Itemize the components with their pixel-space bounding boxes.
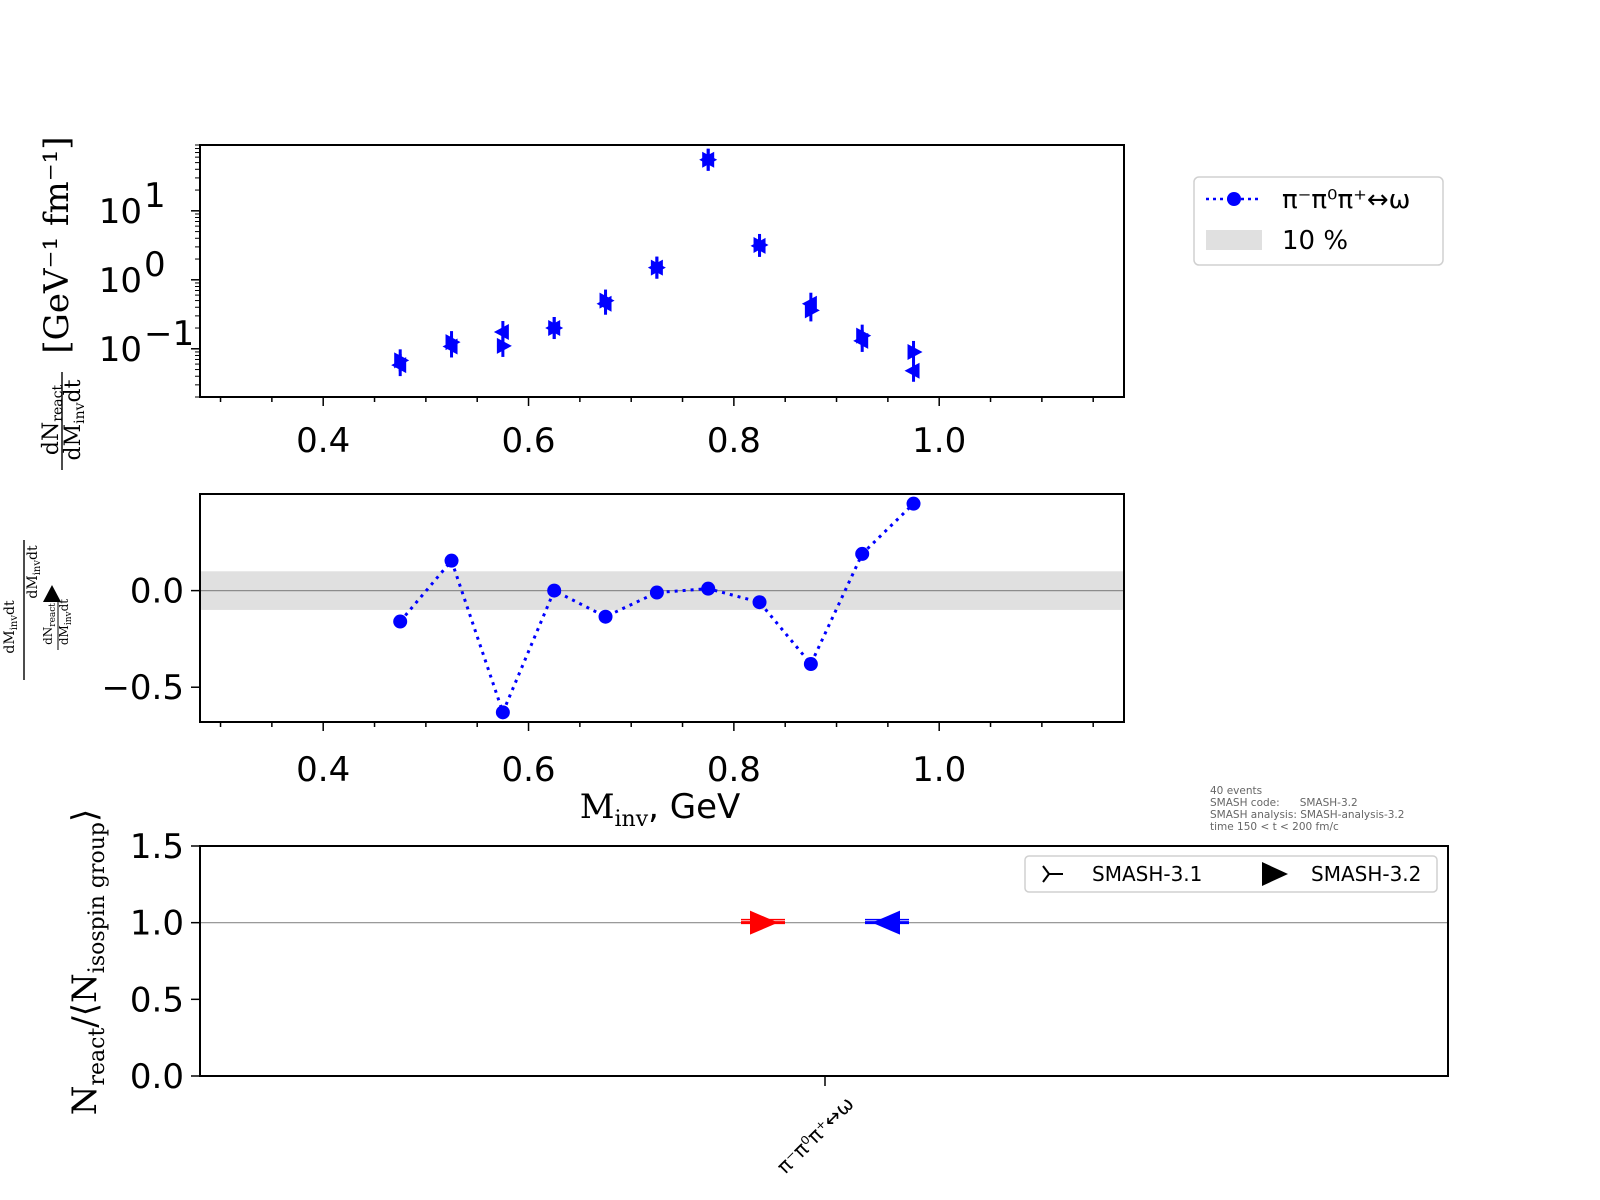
ratio-y-label-triangle-icon xyxy=(43,585,61,602)
spectrum-point xyxy=(545,320,561,337)
ratio-x-tick-label: 0.4 xyxy=(296,750,350,790)
group-ratio-y-tick-label: 1.0 xyxy=(130,904,184,944)
spectrum-point xyxy=(493,324,509,341)
spectrum-point xyxy=(750,237,766,254)
ratio-y-ticks: 0.0 −0.5 xyxy=(101,572,200,708)
spectrum-point xyxy=(904,362,920,379)
ratio-y-tick-label: −0.5 xyxy=(101,668,184,708)
ratio-point xyxy=(649,585,664,600)
run-info: 40 events SMASH code: SMASH-3.2 SMASH an… xyxy=(1210,785,1404,833)
spectrum-x-ticks: 0.4 0.6 0.8 1.0 xyxy=(219,397,1094,461)
ratio-x-label: Minv, GeV xyxy=(580,787,741,832)
legend-top: π⁻π⁰π⁺↔ω 10 % xyxy=(1193,176,1444,266)
group-ratio-panel: 0.0 0.5 1.0 1.5 π⁻π⁰π⁺↔ω Nreact/⟨Nisospin g… xyxy=(65,809,1449,1179)
smash31-legend-icon xyxy=(1042,865,1063,883)
legend-bottom-frame xyxy=(1024,855,1438,893)
spectrum-point xyxy=(699,151,715,168)
spectrum-plot-frame xyxy=(199,144,1125,398)
legend-bottom: SMASH-3.1 SMASH-3.2 xyxy=(1024,855,1438,893)
ratio-x-ticks: 0.4 0.6 0.8 1.0 xyxy=(219,722,1094,790)
spectrum-x-tick-label: 0.8 xyxy=(707,421,761,461)
smash32-point xyxy=(872,910,900,935)
group-ratio-y-tick-label: 0.5 xyxy=(130,980,184,1020)
group-ratio-y-tick-label: 1.5 xyxy=(130,827,184,867)
ratio-plot-frame xyxy=(199,493,1125,723)
ratio-y-label-right-bot: dMinvdt xyxy=(57,599,74,645)
spectrum-point xyxy=(496,337,512,354)
ratio-point xyxy=(906,496,921,511)
ratio-point xyxy=(444,553,459,568)
spectrum-y-tick-label: 10 xyxy=(99,192,142,232)
spectrum-y-label-unit: [GeV⁻¹ fm⁻¹] xyxy=(37,136,77,353)
spectrum-y-tick-exponent: 1 xyxy=(144,176,166,216)
ratio-point xyxy=(855,546,870,561)
spectrum-point xyxy=(596,295,612,312)
info-smash-analysis: SMASH analysis: SMASH-analysis-3.2 xyxy=(1210,809,1404,821)
info-events: 40 events xyxy=(1210,785,1262,797)
spectrum-x-tick-label: 0.6 xyxy=(501,421,555,461)
ratio-y-tick-label: 0.0 xyxy=(130,572,184,612)
ratio-point xyxy=(752,595,767,610)
group-ratio-x-tick-label: π⁻π⁰π⁺↔ω xyxy=(772,1092,859,1179)
spectrum-point xyxy=(442,338,458,355)
spectrum-point xyxy=(907,343,923,360)
ratio-panel: 0.4 0.6 0.8 1.0 0.0 −0.5 Minv, GeV dMinvdt d… xyxy=(2,493,1125,832)
ratio-y-label-right-mid: dNreact xyxy=(41,603,58,645)
smash32-legend-icon xyxy=(1262,862,1288,886)
legend-band-swatch xyxy=(1206,230,1262,250)
spectrum-y-tick-label: 10 xyxy=(99,330,142,370)
spectrum-y-tick-exponent: 0 xyxy=(144,245,166,285)
group-ratio-y-tick-label: 0.0 xyxy=(130,1057,184,1097)
ratio-y-label-left: dMinvdt xyxy=(2,600,20,654)
ratio-y-label-right-top: dMinvdt xyxy=(25,545,43,599)
smash31-point xyxy=(750,910,778,935)
spectrum-y-tick-label: 10 xyxy=(99,261,142,301)
ratio-point xyxy=(701,581,716,596)
ratio-x-tick-label: 0.8 xyxy=(707,750,761,790)
ratio-x-tick-label: 1.0 xyxy=(912,750,966,790)
ratio-x-tick-label: 0.6 xyxy=(501,750,555,790)
ratio-point xyxy=(495,705,510,720)
legend-series-marker-icon xyxy=(1227,192,1241,206)
legend-smash31-label: SMASH-3.1 xyxy=(1092,862,1202,886)
spectrum-y-label-denominator: dMinvdt xyxy=(61,379,88,460)
ratio-point xyxy=(547,583,562,598)
legend-series-label: π⁻π⁰π⁺↔ω xyxy=(1282,185,1410,215)
ratio-point xyxy=(393,614,408,629)
spectrum-x-tick-label: 1.0 xyxy=(912,421,966,461)
spectrum-y-tick-exponent: −1 xyxy=(144,314,194,354)
spectrum-point xyxy=(853,332,869,349)
legend-smash32-label: SMASH-3.2 xyxy=(1311,862,1421,886)
group-ratio-plot-frame xyxy=(199,845,1449,1077)
legend-band-label: 10 % xyxy=(1282,226,1348,256)
ratio-point xyxy=(803,657,818,672)
ratio-series-line xyxy=(399,502,915,717)
spectrum-point xyxy=(391,357,407,374)
spectrum-data-layer xyxy=(391,148,923,382)
spectrum-point xyxy=(801,295,817,312)
info-time-window: time 150 < t < 200 fm/c xyxy=(1210,821,1339,833)
ratio-point xyxy=(598,609,613,624)
spectrum-x-tick-label: 0.4 xyxy=(296,421,350,461)
group-ratio-y-ticks: 0.0 0.5 1.0 1.5 xyxy=(130,827,200,1097)
group-ratio-y-label: Nreact/⟨Nisospin group⟩ xyxy=(65,809,110,1116)
spectrum-point xyxy=(647,259,663,276)
info-smash-code: SMASH code: SMASH-3.2 xyxy=(1210,797,1358,809)
spectrum-y-label: dNreact dMinvdt [GeV⁻¹ fm⁻¹] xyxy=(37,136,88,470)
ratio-data-layer xyxy=(393,496,921,720)
ratio-y-label: dMinvdt dMinvdt dNreact dMinvdt xyxy=(2,540,74,680)
group-ratio-data-layer xyxy=(741,910,909,935)
